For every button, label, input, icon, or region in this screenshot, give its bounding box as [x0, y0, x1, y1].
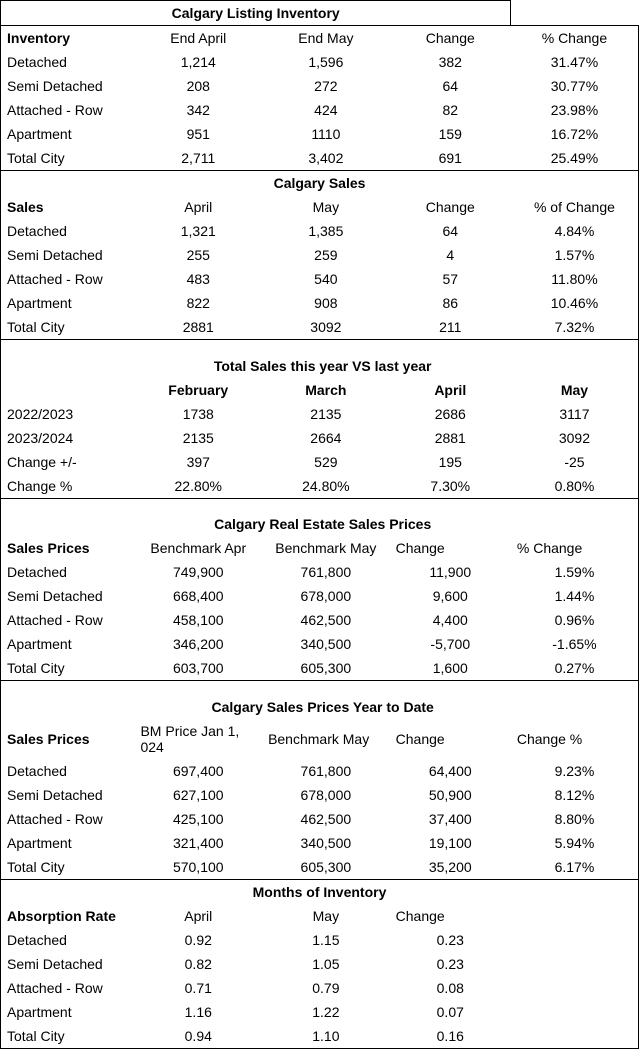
- table-row: Detached1,3211,385644.84%: [1, 219, 639, 243]
- yoy-header-row: February March April May: [1, 378, 639, 402]
- inventory-h0: Inventory: [1, 26, 135, 51]
- table-row: Semi Detached668,400678,0009,6001.44%: [1, 584, 639, 608]
- table-row: Apartment8229088610.46%: [1, 291, 639, 315]
- ytd-title: Calgary Sales Prices Year to Date: [134, 695, 510, 719]
- yoy-title-row: Total Sales this year VS last year: [1, 354, 639, 378]
- table-row: Apartment346,200340,500-5,700-1.65%: [1, 632, 639, 656]
- table-row: Total City2,7113,40269125.49%: [1, 146, 639, 171]
- table-row: 2022/20231738213526863117: [1, 402, 639, 426]
- table-row: Detached697,400761,80064,4009.23%: [1, 759, 639, 783]
- prices-header-row: Sales Prices Benchmark Apr Benchmark May…: [1, 536, 639, 560]
- table-row: Attached - Row458,100462,5004,4000.96%: [1, 608, 639, 632]
- table-row: Attached - Row0.710.790.08: [1, 976, 639, 1000]
- table-row: Total City603,700605,3001,6000.27%: [1, 656, 639, 681]
- table-row: Total City570,100605,30035,2006.17%: [1, 855, 639, 880]
- inventory-header-row: Inventory End April End May Change % Cha…: [1, 26, 639, 51]
- table-row: Semi Detached2082726430.77%: [1, 74, 639, 98]
- table-row: Semi Detached0.821.050.23: [1, 952, 639, 976]
- table-row: Total City0.941.100.16: [1, 1024, 639, 1049]
- sales-title-row: Calgary Sales: [1, 171, 639, 196]
- spacer: [1, 681, 639, 695]
- table-row: 2023/20242135266428813092: [1, 426, 639, 450]
- blank: [511, 1, 639, 26]
- ytd-title-row: Calgary Sales Prices Year to Date: [1, 695, 639, 719]
- table-row: Detached1,2141,59638231.47%: [1, 50, 639, 74]
- table-row: Apartment1.161.220.07: [1, 1000, 639, 1024]
- prices-title-row: Calgary Real Estate Sales Prices: [1, 512, 639, 536]
- moi-header-row: Absorption Rate April May Change: [1, 904, 639, 928]
- inventory-h2: End May: [262, 26, 390, 51]
- table-row: Attached - Row3424248223.98%: [1, 98, 639, 122]
- table-row: Total City288130922117.32%: [1, 315, 639, 340]
- table-row: Attached - Row4835405711.80%: [1, 267, 639, 291]
- yoy-title: Total Sales this year VS last year: [134, 354, 510, 378]
- ytd-header-row: Sales Prices BM Price Jan 1, 024 Benchma…: [1, 719, 639, 759]
- table-row: Semi Detached25525941.57%: [1, 243, 639, 267]
- table-row: Attached - Row425,100462,50037,4008.80%: [1, 807, 639, 831]
- moi-title: Months of Inventory: [1, 879, 639, 904]
- moi-title-row: Months of Inventory: [1, 879, 639, 904]
- prices-title: Calgary Real Estate Sales Prices: [134, 512, 510, 536]
- calgary-tables: Calgary Listing Inventory Inventory End …: [0, 0, 639, 1049]
- inventory-h1: End April: [134, 26, 262, 51]
- table-row: Detached0.921.150.23: [1, 928, 639, 952]
- table-row: Semi Detached627,100678,00050,9008.12%: [1, 783, 639, 807]
- table-row: Apartment951111015916.72%: [1, 122, 639, 146]
- sales-title: Calgary Sales: [1, 171, 639, 196]
- table-row: Apartment321,400340,50019,1005.94%: [1, 831, 639, 855]
- inventory-title: Calgary Listing Inventory: [1, 1, 511, 26]
- spacer: [1, 498, 639, 512]
- inventory-title-row: Calgary Listing Inventory: [1, 1, 639, 26]
- inventory-h3: Change: [390, 26, 511, 51]
- table-row: Change %22.80%24.80%7.30%0.80%: [1, 474, 639, 499]
- table-row: Change +/-397529195-25: [1, 450, 639, 474]
- table-row: Detached749,900761,80011,9001.59%: [1, 560, 639, 584]
- inventory-h4: % Change: [511, 26, 639, 51]
- sales-header-row: Sales April May Change % of Change: [1, 195, 639, 219]
- spacer: [1, 340, 639, 354]
